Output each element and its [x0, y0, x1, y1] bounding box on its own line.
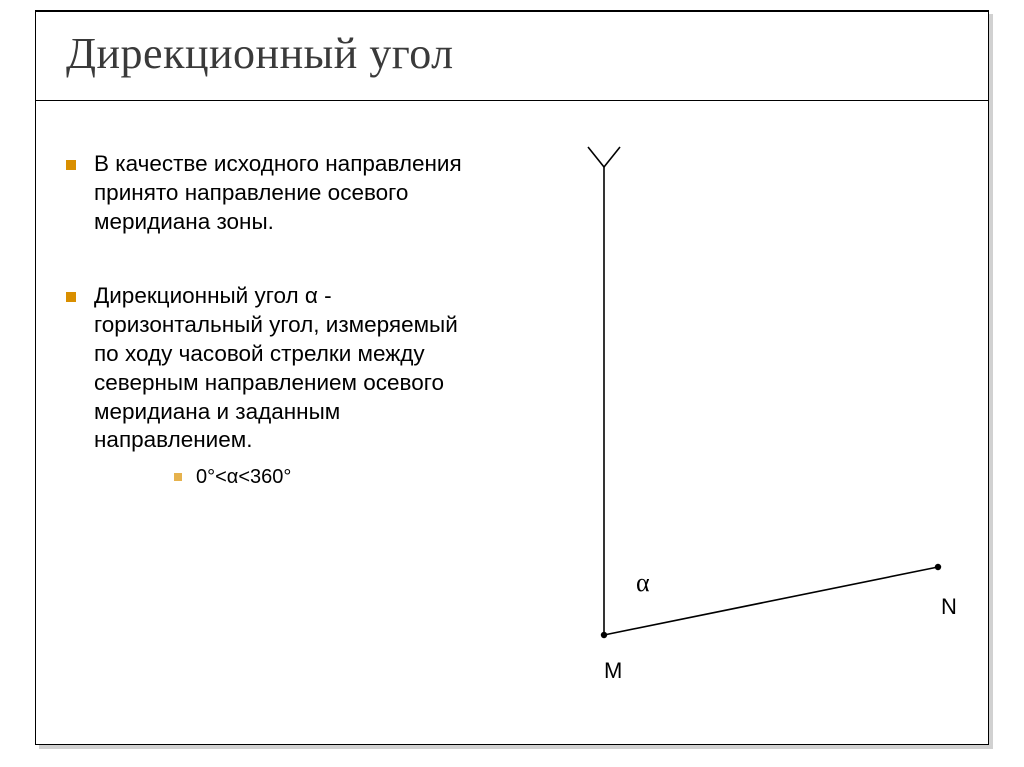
diagram-column: α M N — [486, 150, 984, 727]
text-column: В качестве исходного направления принято… — [66, 150, 486, 727]
bullet-list: В качестве исходного направления принято… — [66, 150, 486, 491]
angle-diagram — [486, 145, 966, 705]
bullet-item-2: Дирекционный угол α - горизонтальный уго… — [66, 282, 486, 490]
arrow-feather-left — [588, 147, 604, 167]
direction-line — [604, 567, 938, 635]
sub-bullet-text: 0°<α<360° — [196, 466, 291, 488]
bullet-text-2: Дирекционный угол α - горизонтальный уго… — [94, 283, 458, 452]
bullet-item-1: В качестве исходного направления принято… — [66, 150, 486, 236]
slide: Дирекционный угол В качестве исходного н… — [0, 0, 1024, 767]
title-underline — [35, 100, 989, 101]
alpha-label: α — [636, 568, 650, 598]
slide-title: Дирекционный угол — [66, 28, 454, 79]
bullet-text-1: В качестве исходного направления принято… — [94, 151, 462, 234]
arrow-feather-right — [604, 147, 620, 167]
point-m — [601, 632, 607, 638]
slide-body: В качестве исходного направления принято… — [66, 150, 984, 727]
point-n — [935, 564, 941, 570]
sub-bullet: 0°<α<360° — [174, 465, 486, 491]
label-n: N — [941, 594, 957, 620]
label-m: M — [604, 658, 622, 684]
